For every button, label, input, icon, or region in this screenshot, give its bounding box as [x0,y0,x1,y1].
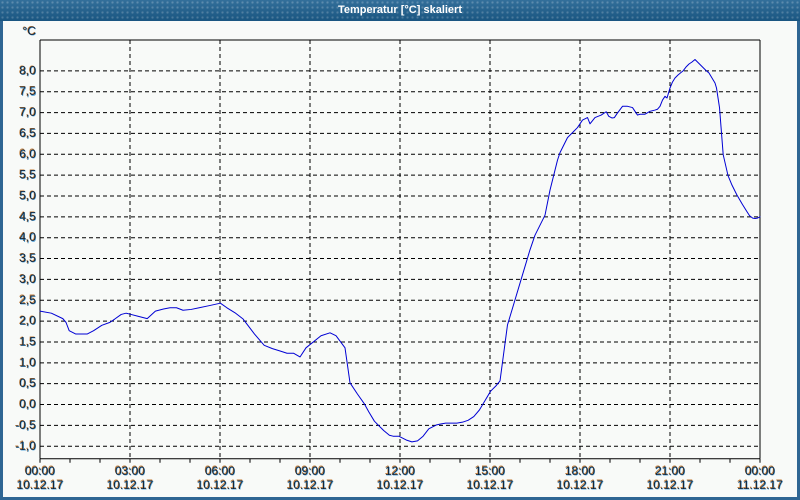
svg-text:06:00: 06:00 [205,464,235,478]
svg-text:18:00: 18:00 [565,464,595,478]
svg-text:00:00: 00:00 [25,464,55,478]
svg-text:5,0: 5,0 [19,188,36,202]
svg-text:12:00: 12:00 [385,464,415,478]
svg-text:2,5: 2,5 [19,293,36,307]
svg-text:3,5: 3,5 [19,251,36,265]
svg-text:8,0: 8,0 [19,63,36,77]
svg-text:10.12.17: 10.12.17 [377,478,424,492]
svg-text:3,0: 3,0 [19,272,36,286]
svg-text:15:00: 15:00 [475,464,505,478]
svg-text:7,0: 7,0 [19,105,36,119]
svg-text:6,0: 6,0 [19,147,36,161]
svg-text:2,0: 2,0 [19,314,36,328]
svg-text:5,5: 5,5 [19,168,36,182]
svg-text:0,5: 0,5 [19,376,36,390]
svg-text:03:00: 03:00 [115,464,145,478]
svg-text:6,5: 6,5 [19,126,36,140]
svg-text:11.12.17: 11.12.17 [737,478,783,492]
svg-text:10.12.17: 10.12.17 [107,478,154,492]
svg-text:4,5: 4,5 [19,209,36,223]
svg-text:-1,0: -1,0 [15,439,36,453]
svg-text:-0,5: -0,5 [15,418,36,432]
svg-text:09:00: 09:00 [295,464,325,478]
svg-text:21:00: 21:00 [655,464,685,478]
svg-text:°C: °C [23,24,37,38]
svg-text:4,0: 4,0 [19,230,36,244]
svg-text:1,0: 1,0 [19,355,36,369]
svg-text:00:00: 00:00 [745,464,775,478]
svg-text:1,5: 1,5 [19,334,36,348]
svg-text:10.12.17: 10.12.17 [197,478,244,492]
svg-text:0,0: 0,0 [19,397,36,411]
svg-text:10.12.17: 10.12.17 [287,478,334,492]
svg-text:10.12.17: 10.12.17 [647,478,694,492]
svg-text:7,5: 7,5 [19,84,36,98]
svg-text:10.12.17: 10.12.17 [557,478,604,492]
svg-text:10.12.17: 10.12.17 [467,478,514,492]
svg-text:10.12.17: 10.12.17 [17,478,64,492]
